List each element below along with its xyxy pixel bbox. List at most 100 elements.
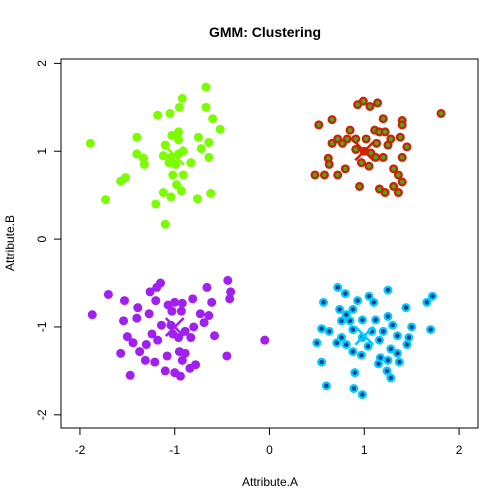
y-tick-label: 1 bbox=[35, 148, 49, 155]
data-point-center bbox=[385, 358, 391, 363]
cluster-3 bbox=[87, 275, 270, 381]
data-point bbox=[208, 114, 218, 124]
data-point-center bbox=[388, 136, 394, 142]
data-point bbox=[204, 137, 214, 147]
data-point-center bbox=[377, 129, 382, 135]
data-point-center bbox=[350, 327, 356, 332]
data-point bbox=[158, 151, 168, 161]
data-point-center bbox=[390, 323, 395, 328]
data-point-center bbox=[329, 141, 335, 146]
data-point-center bbox=[388, 346, 394, 352]
data-point bbox=[204, 311, 214, 321]
data-point bbox=[166, 192, 176, 202]
data-point bbox=[215, 124, 225, 134]
data-point-center bbox=[381, 116, 386, 121]
data-point-center bbox=[377, 337, 382, 343]
data-point bbox=[193, 132, 203, 142]
data-point bbox=[128, 338, 138, 348]
data-point-center bbox=[404, 144, 410, 150]
data-point-center bbox=[352, 370, 357, 375]
data-point-center bbox=[399, 155, 405, 160]
data-point-center bbox=[326, 156, 331, 161]
data-point-center bbox=[385, 287, 391, 293]
x-tick-label: -2 bbox=[75, 443, 86, 457]
data-point-center bbox=[343, 166, 348, 172]
data-point bbox=[132, 313, 142, 323]
data-point bbox=[119, 296, 129, 306]
data-point bbox=[225, 294, 235, 304]
data-point bbox=[162, 351, 172, 361]
data-point bbox=[150, 357, 160, 367]
data-point bbox=[201, 102, 211, 112]
data-point-center bbox=[395, 351, 400, 356]
data-point-center bbox=[378, 355, 383, 360]
data-point-center bbox=[324, 383, 329, 389]
data-point-center bbox=[329, 117, 335, 122]
data-point-center bbox=[347, 127, 353, 133]
data-point-center bbox=[327, 329, 332, 334]
data-point bbox=[116, 348, 126, 358]
data-point bbox=[174, 135, 184, 145]
data-point bbox=[175, 371, 185, 381]
data-point bbox=[191, 360, 201, 370]
centers-layer bbox=[164, 141, 375, 346]
data-point-center bbox=[371, 300, 376, 305]
data-point-center bbox=[395, 333, 400, 338]
x-tick-label: 0 bbox=[266, 443, 273, 457]
data-point bbox=[177, 94, 187, 104]
x-tick-label: 1 bbox=[361, 443, 368, 457]
data-point-center bbox=[377, 186, 382, 192]
chart-title: GMM: Clustering bbox=[209, 24, 321, 40]
data-point-center bbox=[355, 298, 360, 303]
data-point bbox=[140, 355, 150, 365]
x-axis-label: Attribute.A bbox=[242, 475, 298, 489]
data-point bbox=[188, 294, 198, 304]
data-point-center bbox=[391, 184, 396, 189]
data-point bbox=[145, 287, 155, 297]
data-point-center bbox=[409, 324, 414, 330]
data-point bbox=[204, 152, 214, 162]
data-point bbox=[199, 318, 209, 328]
data-point bbox=[116, 176, 126, 186]
points-layer bbox=[85, 82, 446, 400]
data-point-center bbox=[376, 361, 381, 367]
data-point bbox=[153, 335, 163, 345]
data-point bbox=[133, 303, 143, 313]
data-point-center bbox=[347, 318, 353, 324]
data-point-center bbox=[396, 172, 401, 178]
data-point-center bbox=[404, 342, 410, 347]
data-point-center bbox=[344, 312, 349, 317]
cluster-center-2 bbox=[354, 141, 375, 162]
data-point bbox=[151, 199, 161, 209]
y-tick-label: 0 bbox=[35, 235, 49, 242]
cluster-center-3 bbox=[164, 317, 185, 337]
data-point-center bbox=[396, 190, 401, 195]
data-point bbox=[176, 306, 186, 316]
data-point-center bbox=[319, 359, 324, 365]
data-point bbox=[147, 329, 157, 339]
data-point bbox=[192, 194, 202, 204]
data-point bbox=[195, 309, 205, 319]
data-point-center bbox=[406, 335, 412, 340]
data-point bbox=[152, 282, 162, 292]
x-axis: -2 -1 0 1 2 bbox=[75, 427, 463, 457]
center-marker bbox=[354, 141, 375, 162]
data-point-center bbox=[385, 314, 391, 319]
data-point-center bbox=[381, 155, 386, 160]
cluster-center-4 bbox=[354, 325, 375, 346]
y-axis-label: Attribute.B bbox=[3, 215, 17, 271]
cluster-4 bbox=[312, 282, 438, 400]
data-point-center bbox=[314, 340, 320, 345]
data-point bbox=[122, 332, 132, 342]
data-point bbox=[196, 144, 206, 154]
data-point-center bbox=[321, 300, 326, 305]
data-point-center bbox=[343, 291, 348, 296]
data-point-center bbox=[424, 300, 430, 305]
x-tick-label: 2 bbox=[456, 443, 463, 457]
data-point-center bbox=[340, 141, 345, 146]
center-marker bbox=[164, 145, 185, 166]
data-point-center bbox=[350, 307, 356, 312]
data-point-center bbox=[350, 349, 356, 354]
data-point bbox=[174, 102, 184, 112]
data-point bbox=[139, 159, 149, 169]
